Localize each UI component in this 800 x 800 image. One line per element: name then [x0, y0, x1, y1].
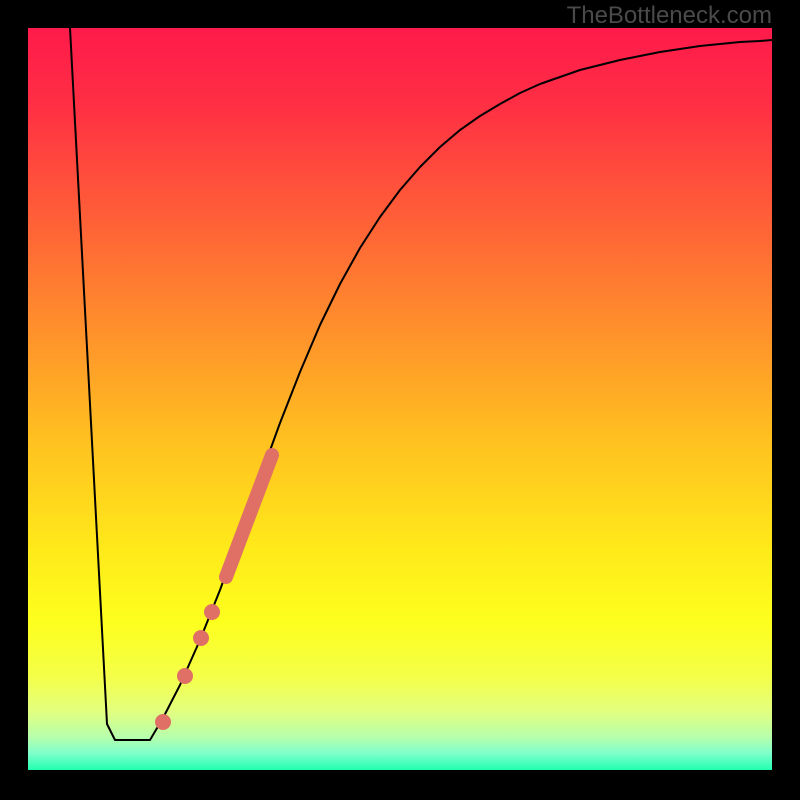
curve-overlay	[0, 0, 800, 800]
bottleneck-chart: TheBottleneck.com	[0, 0, 800, 800]
watermark-text: TheBottleneck.com	[567, 2, 772, 30]
marker-segment	[226, 455, 272, 577]
marker-dot	[204, 604, 220, 620]
bottleneck-curve	[70, 28, 772, 740]
marker-dot	[155, 714, 171, 730]
marker-dot	[177, 668, 193, 684]
marker-dot	[193, 630, 209, 646]
plot-area	[28, 28, 772, 770]
